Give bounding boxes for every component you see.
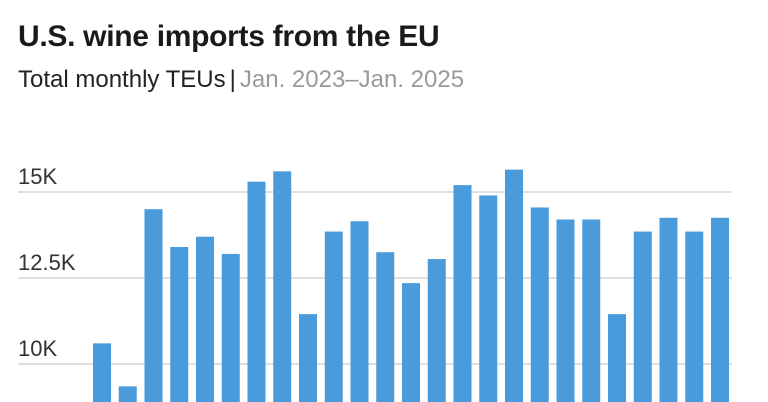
bar-sep-2024 [608, 314, 626, 402]
bar-nov-2023 [350, 221, 369, 402]
bar-feb-2024 [427, 259, 446, 402]
subtitle-main: Total monthly TEUs [18, 66, 226, 93]
bar-aug-2024 [582, 219, 601, 402]
subtitle-separator: | [229, 66, 236, 93]
bar-aug-2023 [273, 171, 292, 402]
bar-apr-2024 [479, 195, 498, 402]
bar-mar-2024 [453, 185, 472, 402]
bar-jun-2024 [530, 207, 549, 402]
bar-jan-2023 [93, 343, 111, 402]
subtitle-date-range: Jan. 2023–Jan. 2025 [239, 66, 465, 93]
bar-nov-2024 [659, 217, 678, 402]
y-tick-label-1: 12.5K [18, 250, 76, 275]
bar-jul-2024 [556, 219, 575, 402]
bar-jan-2025 [711, 217, 729, 402]
bar-mar-2023 [144, 209, 163, 402]
bar-sep-2023 [299, 314, 317, 402]
bar-jun-2023 [221, 253, 240, 402]
y-axis-labels: 10K 12.5K 15K [18, 164, 76, 361]
bar-jan-2024 [402, 283, 420, 402]
bar-apr-2023 [170, 247, 189, 402]
bar-oct-2023 [324, 231, 343, 402]
bar-feb-2023 [118, 386, 137, 402]
chart-subtitle: Total monthly TEUs | Jan. 2023–Jan. 2025 [18, 66, 464, 94]
bar-may-2024 [505, 169, 523, 402]
chart-title: U.S. wine imports from the EU [18, 20, 440, 53]
y-tick-label-0: 10K [18, 336, 57, 361]
bar-jul-2023 [247, 181, 266, 402]
bar-dec-2024 [685, 231, 704, 402]
y-tick-label-2: 15K [18, 164, 57, 189]
bars [93, 169, 729, 402]
bar-may-2023 [196, 236, 214, 402]
bar-oct-2024 [633, 231, 652, 402]
bar-dec-2023 [376, 252, 395, 402]
